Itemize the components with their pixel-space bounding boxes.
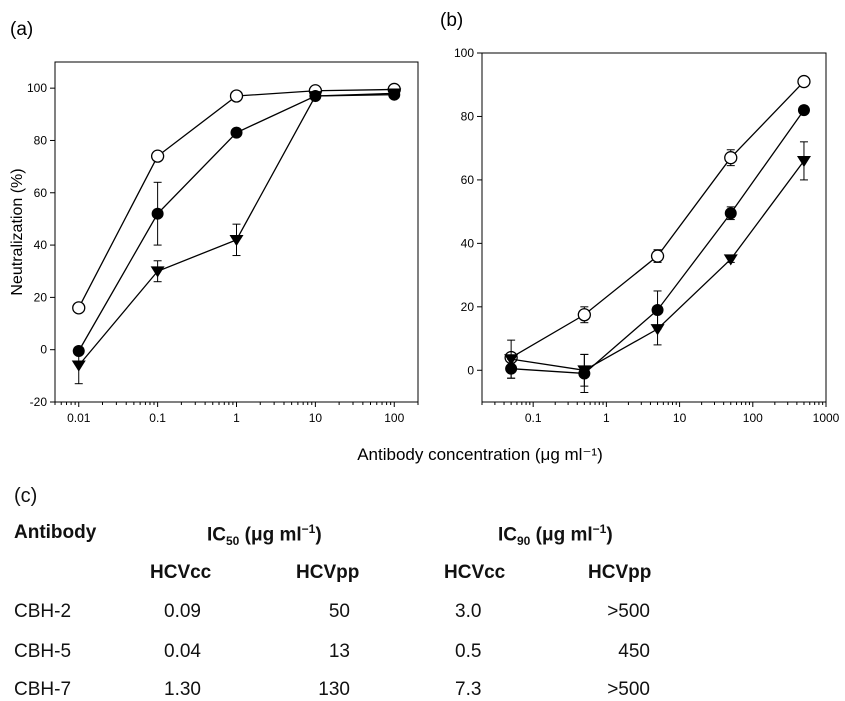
data-point-open-circle	[150, 149, 165, 163]
row-cbh5-name: CBH-5	[14, 641, 72, 662]
row-cbh7-ic50-hcvpp: 130	[318, 679, 350, 700]
row-cbh7-ic90-hcvpp: >500	[607, 679, 650, 700]
x-tick-label: 0.1	[149, 411, 166, 425]
row-cbh5-ic90-hcvcc: 0.5	[455, 641, 482, 662]
row-cbh2-name: CBH-2	[14, 601, 72, 622]
data-point-filled-triangle	[723, 254, 738, 266]
data-point-open-circle	[650, 249, 665, 263]
row-cbh2-ic90-hcvpp: >500	[607, 601, 650, 622]
y-tick-label: 20	[461, 300, 475, 314]
plot-frame	[481, 52, 827, 403]
subheader-ic90-hcvpp: HCVpp	[588, 562, 652, 583]
header-ic50: IC50 (μg ml−1)	[207, 522, 322, 549]
row-cbh7-ic50-hcvcc: 1.30	[164, 679, 201, 700]
panel-a: (a) -20 0 20 40 60 80 100 0.01 0.1 1 10 100 Neutraliz…	[9, 19, 419, 425]
data-point-open-circle	[229, 89, 244, 103]
y-tick-label: 0	[40, 343, 47, 357]
panel-label: (b)	[440, 10, 463, 31]
series-line	[78, 88, 395, 309]
data-point-filled-circle	[724, 207, 737, 220]
x-tick-label: 1000	[813, 411, 840, 425]
data-point-filled-triangle	[71, 360, 86, 372]
row-cbh5-ic90-hcvpp: 450	[618, 641, 650, 662]
x-tick-label: 10	[673, 411, 687, 425]
x-tick-label: 100	[384, 411, 404, 425]
data-point-filled-triangle	[387, 88, 402, 100]
y-tick-label: -20	[30, 395, 48, 409]
x-tick-label: 100	[743, 411, 763, 425]
y-tick-label: 60	[461, 173, 475, 187]
subheader-ic50-hcvpp: HCVpp	[296, 562, 360, 583]
data-point-filled-circle	[797, 104, 810, 117]
data-point-filled-circle	[230, 126, 243, 139]
y-tick-label: 40	[34, 238, 48, 252]
data-point-filled-triangle	[308, 91, 323, 103]
y-tick-label: 20	[34, 290, 48, 304]
header-ic90: IC90 (μg ml−1)	[498, 522, 613, 549]
x-tick-label: 10	[309, 411, 323, 425]
x-tick-label: 0.1	[525, 411, 542, 425]
data-point-filled-triangle	[504, 354, 519, 366]
subheader-ic50-hcvcc: HCVcc	[150, 562, 212, 583]
y-tick-label: 0	[467, 363, 474, 377]
panel-label: (a)	[10, 19, 33, 40]
data-point-open-circle	[577, 308, 591, 322]
row-cbh2-ic50-hcvpp: 50	[328, 601, 350, 622]
y-axis-label: Neutralization (%)	[9, 168, 26, 295]
data-point-filled-triangle	[650, 324, 665, 336]
shared-x-axis-label: Antibody concentration (μg ml⁻¹)	[357, 445, 603, 464]
row-cbh7-ic90-hcvcc: 7.3	[455, 679, 482, 700]
data-point-open-circle	[724, 151, 738, 165]
data-point-filled-triangle	[796, 155, 811, 168]
y-tick-label: 100	[454, 46, 474, 60]
subheader-ic90-hcvcc: HCVcc	[444, 562, 506, 583]
row-cbh5-ic50-hcvcc: 0.04	[164, 641, 201, 662]
y-tick-label: 80	[461, 109, 475, 123]
y-tick-label: 100	[27, 81, 47, 95]
row-cbh2-ic90-hcvcc: 3.0	[455, 601, 482, 622]
x-tick-label: 1	[603, 411, 610, 425]
row-cbh5-ic50-hcvpp: 13	[328, 641, 350, 662]
y-tick-label: 80	[34, 133, 48, 147]
data-point-filled-triangle	[150, 266, 165, 278]
y-tick-label: 60	[34, 186, 48, 200]
data-point-filled-triangle	[229, 234, 244, 247]
panel-c-label: (c)	[14, 485, 38, 507]
panel-b: (b) 0 20 40 60 80 100 0.1 1 10 100 1000	[440, 10, 840, 425]
y-tick-label: 40	[461, 236, 475, 250]
x-tick-label: 1	[233, 411, 240, 425]
x-tick-label: 0.01	[67, 411, 91, 425]
header-antibody: Antibody	[14, 522, 97, 543]
data-point-filled-triangle	[577, 365, 592, 377]
row-cbh2-ic50-hcvcc: 0.09	[164, 601, 201, 622]
data-point-filled-circle	[151, 207, 164, 220]
data-point-open-circle	[72, 301, 86, 315]
row-cbh7-name: CBH-7	[14, 679, 72, 700]
data-point-open-circle	[797, 74, 811, 89]
